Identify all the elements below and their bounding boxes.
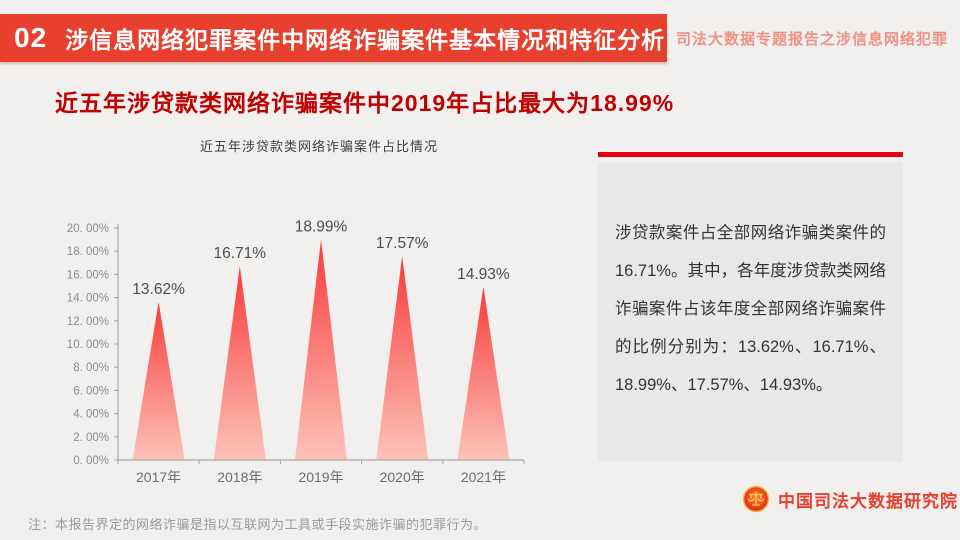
data-label: 13.62% [132, 281, 185, 298]
data-label: 18.99% [295, 219, 348, 236]
organization-name: 中国司法大数据研究院 [778, 491, 958, 511]
section-banner: 02 涉信息网络犯罪案件中网络诈骗案件基本情况和特征分析 [0, 14, 667, 62]
y-tick-label: 2. 00% [73, 432, 109, 444]
x-category-label: 2020年 [380, 469, 425, 485]
x-category-label: 2019年 [298, 469, 343, 485]
peak-2017年 [132, 302, 185, 460]
y-tick-label: 8. 00% [73, 362, 109, 374]
x-category-label: 2017年 [136, 469, 181, 485]
x-category-label: 2018年 [217, 469, 262, 485]
chart-title: 近五年涉贷款类网络诈骗案件占比情况 [200, 139, 439, 154]
report-series-label: 司法大数据专题报告之涉信息网络犯罪 [676, 30, 949, 48]
peak-2020年 [376, 256, 429, 460]
x-category-label: 2021年 [461, 469, 506, 485]
y-tick-label: 6. 00% [73, 385, 109, 397]
summary-text: 涉贷款案件占全部网络诈骗类案件的16.71%。其中，各年度涉贷款类网络诈骗案件占… [615, 224, 886, 394]
page-headline: 近五年涉贷款类网络诈骗案件中2019年占比最大为18.99% [55, 90, 675, 116]
y-tick-label: 16. 00% [67, 269, 109, 281]
section-number: 02 [14, 22, 48, 53]
peak-bar-chart: 0. 00% 2. 00% 4. 00% 6. 00% 8. 00% 10. 00% 12.… [67, 219, 525, 485]
panel-accent-bar [598, 152, 903, 157]
section-title: 涉信息网络犯罪案件中网络诈骗案件基本情况和特征分析 [65, 27, 666, 53]
peak-2021年 [457, 286, 510, 460]
data-label: 17.57% [376, 235, 429, 252]
peak-2018年 [213, 266, 266, 460]
data-label: 16.71% [214, 245, 267, 262]
y-tick-label: 4. 00% [73, 409, 109, 421]
y-tick-label: 0. 00% [73, 455, 109, 467]
y-tick-label: 20. 00% [67, 223, 109, 235]
y-tick-label: 12. 00% [67, 316, 109, 328]
footnote: 注：本报告界定的网络诈骗是指以互联网为工具或手段实施诈骗的犯罪行为。 [28, 517, 488, 532]
data-label: 14.93% [457, 266, 510, 283]
organization-footer: 中国司法大数据研究院 [742, 485, 958, 513]
peak-2019年 [295, 239, 347, 460]
y-tick-label: 14. 00% [67, 293, 109, 305]
court-emblem-logo [742, 485, 770, 513]
y-tick-label: 18. 00% [67, 246, 109, 258]
y-tick-label: 10. 00% [67, 339, 109, 351]
summary-panel: 涉贷款案件占全部网络诈骗类案件的16.71%。其中，各年度涉贷款类网络诈骗案件占… [598, 162, 903, 462]
